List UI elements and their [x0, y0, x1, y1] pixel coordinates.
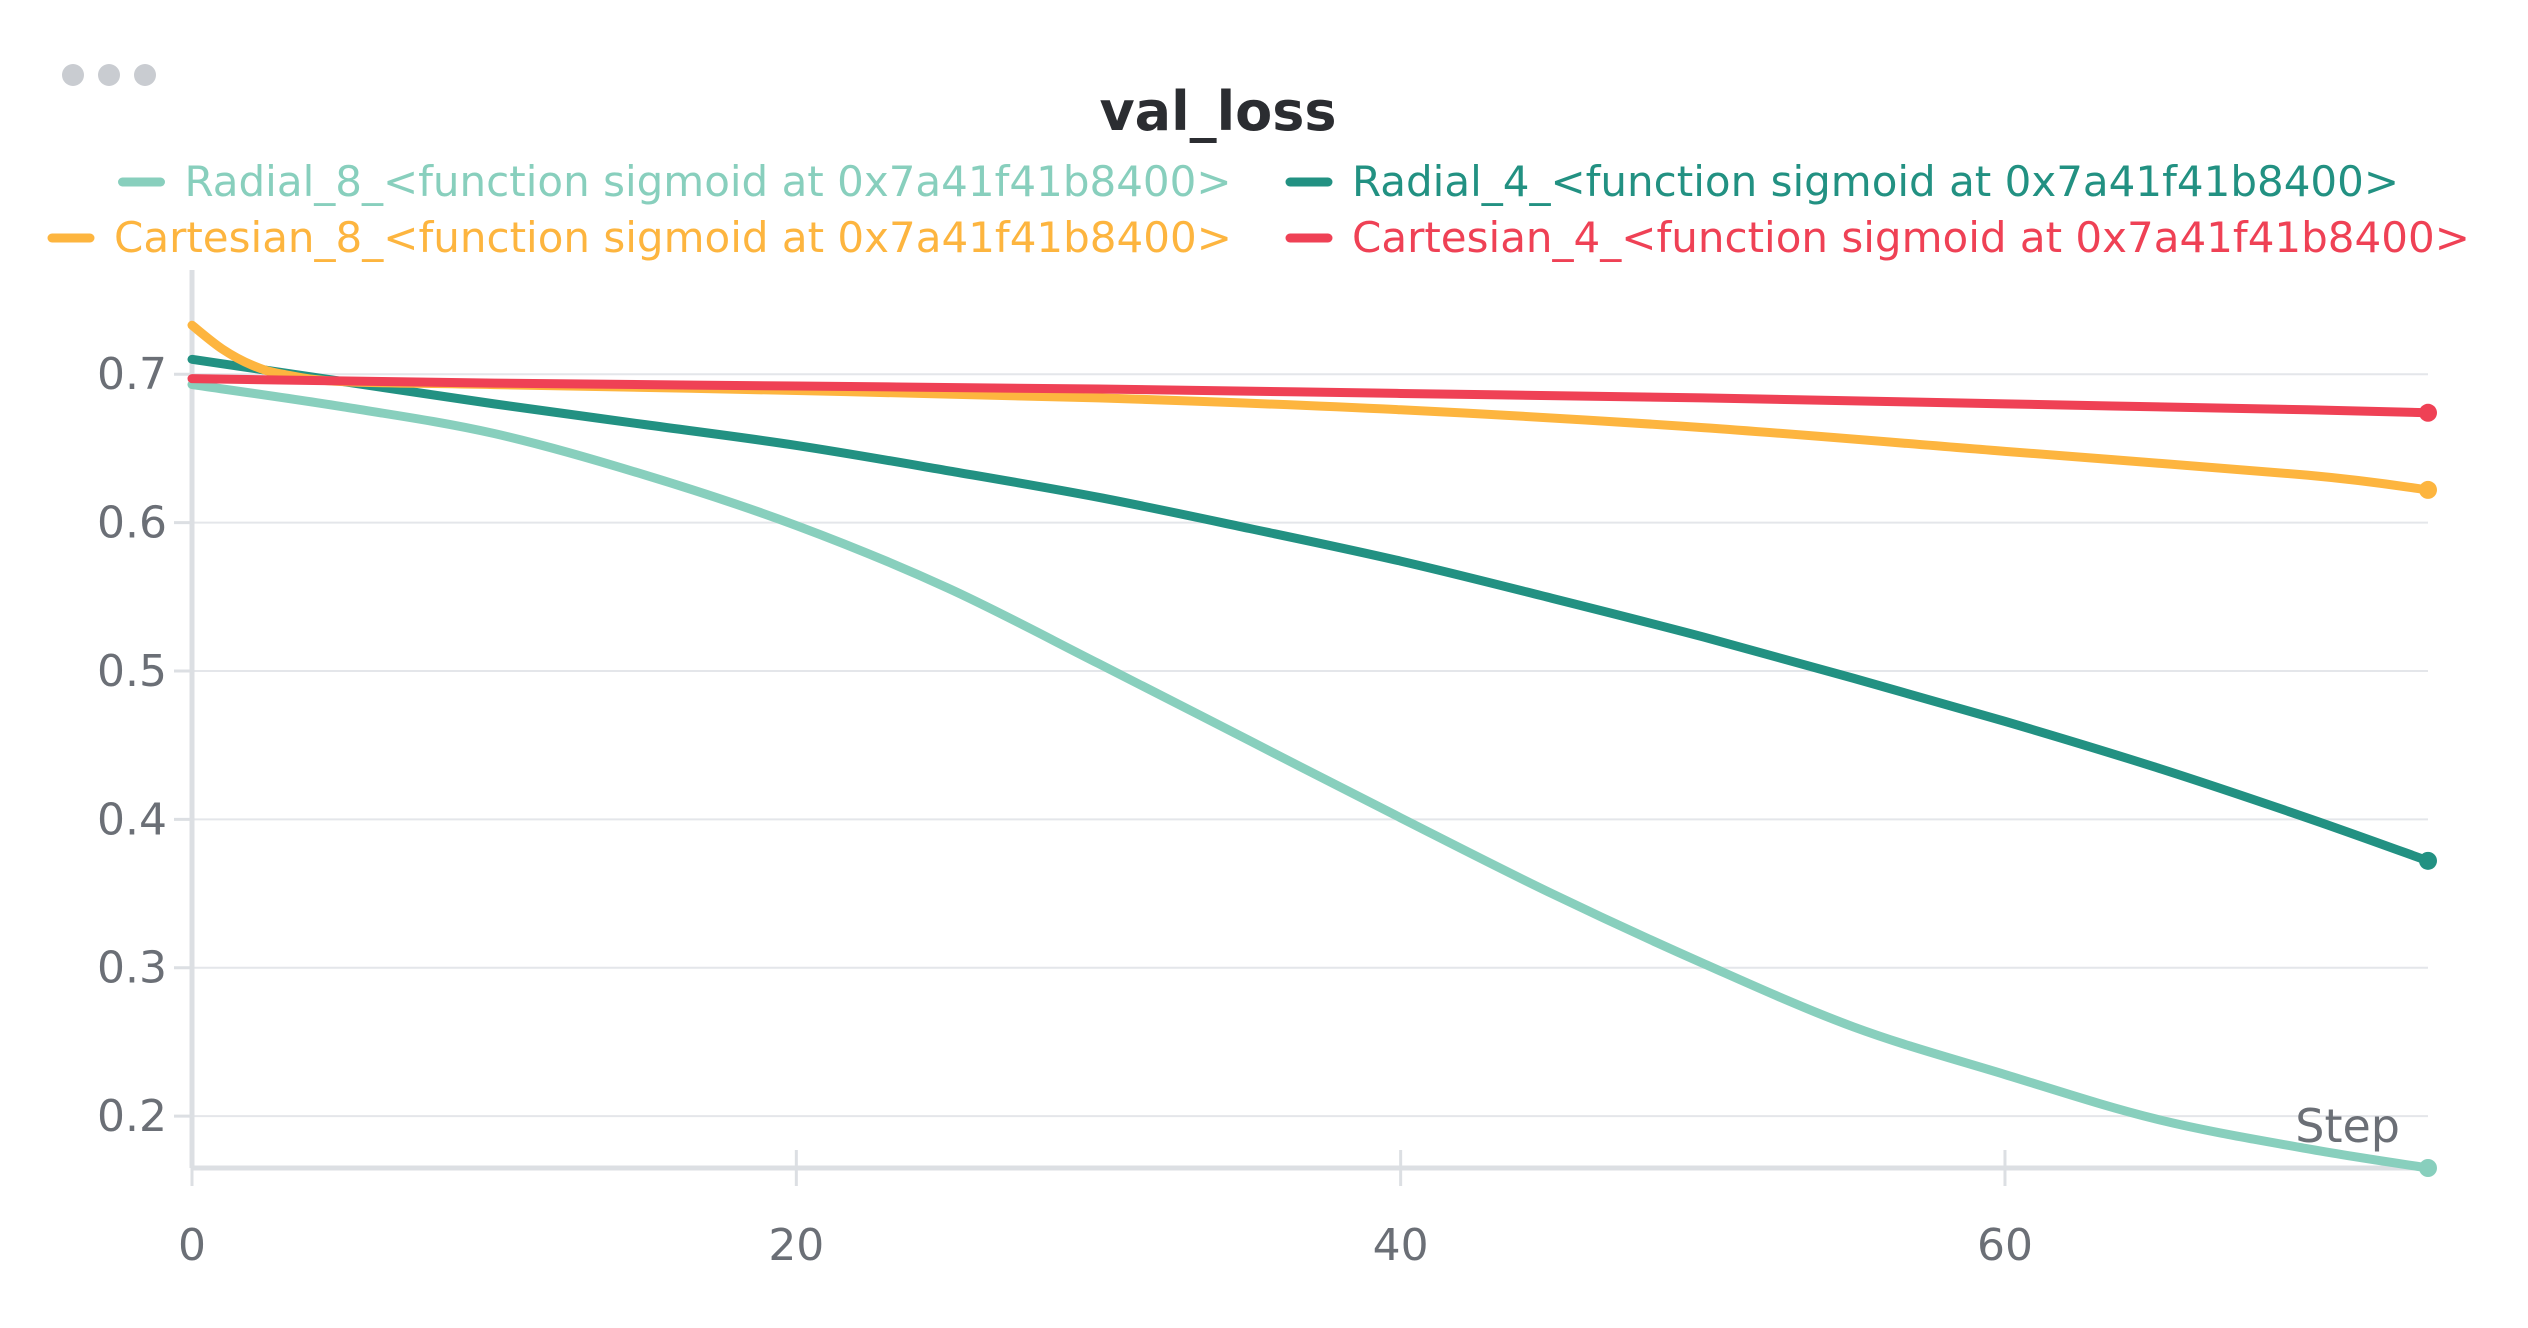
y-axis-ticks: 0.2 0.3 0.4 0.5 0.6 0.7 — [97, 349, 192, 1142]
series-line-2 — [187, 354, 2433, 866]
legend-item-1[interactable]: Radial_8_<function sigmoid at 0x7a41f41b… — [118, 157, 1232, 206]
series-end-marker-1 — [2419, 1159, 2437, 1177]
legend-label: Radial_4_<function sigmoid at 0x7a41f41b… — [1352, 157, 2399, 206]
y-tick-label: 0.3 — [97, 943, 167, 994]
legend-label: Cartesian_4_<function sigmoid at 0x7a41f… — [1352, 213, 2470, 262]
x-tick-label: 0 — [178, 1220, 206, 1271]
panel-menu-button[interactable] — [62, 64, 156, 86]
legend-label: Cartesian_8_<function sigmoid at 0x7a41f… — [114, 213, 1232, 262]
x-axis-ticks: 0 20 40 60 — [178, 1150, 2033, 1271]
chart-title: val_loss — [1099, 80, 1336, 143]
more-horizontal-icon-dot — [98, 64, 120, 86]
series-line-4 — [187, 374, 2433, 418]
x-tick-label: 60 — [1977, 1220, 2033, 1271]
chart-gridlines — [192, 373, 2428, 1118]
x-axis-label: Step — [2295, 1099, 2400, 1153]
y-tick-label: 0.4 — [97, 794, 167, 845]
y-tick-label: 0.7 — [97, 349, 167, 400]
x-tick-label: 20 — [768, 1220, 824, 1271]
x-tick-label: 40 — [1373, 1220, 1429, 1271]
chart-series — [187, 320, 2437, 1177]
legend-item-3[interactable]: Cartesian_8_<function sigmoid at 0x7a41f… — [47, 213, 1232, 262]
more-horizontal-icon — [62, 64, 84, 86]
y-tick-label: 0.5 — [97, 646, 167, 697]
series-end-marker-4 — [2419, 403, 2437, 422]
series-line-1 — [187, 380, 2433, 1173]
series-end-marker-3 — [2419, 480, 2437, 499]
more-horizontal-icon-dot — [134, 64, 156, 86]
legend-item-2[interactable]: Radial_4_<function sigmoid at 0x7a41f41b… — [1285, 157, 2399, 206]
chart-legend[interactable]: Radial_8_<function sigmoid at 0x7a41f41b… — [47, 157, 2470, 262]
y-tick-label: 0.2 — [97, 1091, 167, 1142]
series-end-marker-2 — [2419, 851, 2437, 870]
legend-label: Radial_8_<function sigmoid at 0x7a41f41b… — [185, 157, 1232, 206]
series-line-3 — [187, 320, 2433, 495]
chart-axes — [189, 270, 2428, 1171]
y-tick-label: 0.6 — [97, 498, 167, 549]
legend-item-4[interactable]: Cartesian_4_<function sigmoid at 0x7a41f… — [1285, 213, 2470, 262]
